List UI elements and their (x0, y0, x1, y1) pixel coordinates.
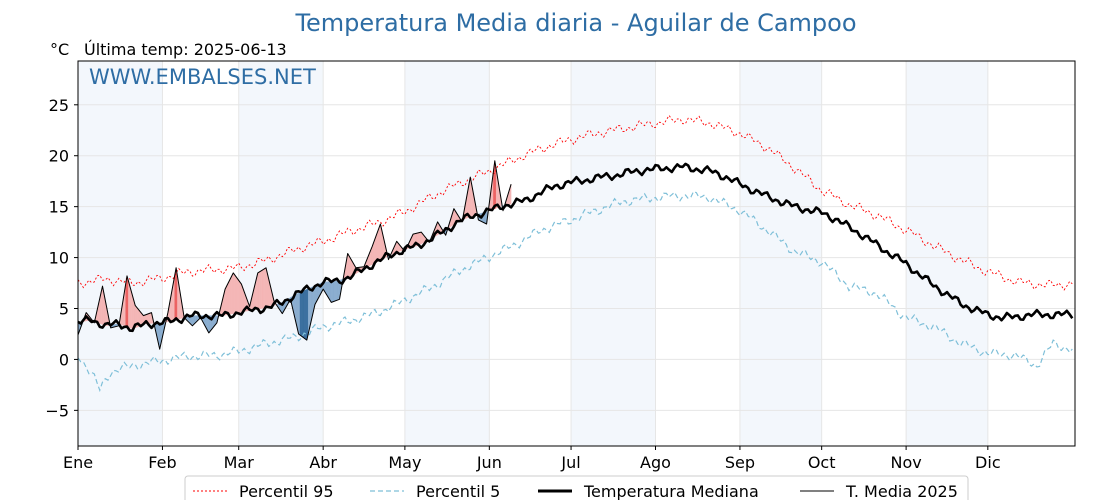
below-median-fill (336, 280, 339, 301)
month-band (906, 61, 988, 446)
above-median-fill (231, 272, 234, 315)
y-tick-label: 0 (59, 350, 69, 369)
y-tick-label: 25 (49, 96, 69, 115)
y-axis: −5 0 5 10 15 20 25 (45, 96, 78, 420)
x-tick-label: May (388, 453, 421, 472)
above-median-fill (261, 269, 264, 309)
above-median-fill (230, 275, 233, 315)
legend-label-year: T. Media 2025 (845, 482, 958, 500)
x-tick-label: Oct (808, 453, 836, 472)
series-line-2025 (77, 160, 512, 350)
above-median-fill (234, 274, 237, 314)
above-median-fill (126, 275, 129, 328)
above-median-fill (228, 278, 231, 315)
above-median-fill (237, 277, 239, 314)
below-median-fill (331, 281, 333, 303)
y-tick-label: 20 (49, 147, 69, 166)
above-median-fill (128, 280, 130, 329)
below-median-fill (305, 289, 308, 341)
grid-lines (77, 61, 1075, 446)
x-tick-label: Abr (309, 453, 337, 472)
month-band (78, 61, 163, 446)
month-band (739, 61, 822, 446)
month-band (404, 61, 490, 446)
y-tick-label: 15 (49, 198, 69, 217)
legend: Percentil 95 Percentil 5 Temperatura Med… (184, 475, 969, 500)
above-median-fill (148, 312, 151, 324)
legend-label-p95: Percentil 95 (239, 482, 334, 500)
below-median-fill (332, 280, 335, 303)
y-tick-label: 10 (49, 249, 69, 268)
series-line-p95 (77, 114, 1073, 291)
month-bands (78, 61, 988, 446)
above-median-fill (227, 280, 230, 315)
y-tick-label: −5 (45, 401, 69, 420)
x-tick-label: Dic (975, 453, 1001, 472)
x-tick-label: Jun (476, 453, 502, 472)
legend-label-p5: Percentil 5 (416, 482, 500, 500)
legend-label-median: Temperatura Mediana (583, 482, 759, 500)
legend-box (184, 475, 969, 500)
below-median-fill (303, 289, 306, 340)
above-median-fill (378, 223, 381, 262)
x-tick-label: Feb (148, 453, 176, 472)
above-median-fill (238, 279, 241, 313)
above-median-fill (258, 270, 261, 310)
watermark: WWW.EMBALSES.NET (89, 65, 316, 89)
below-median-fill (298, 292, 301, 336)
above-median-fill (235, 275, 238, 314)
series-line-median (77, 162, 1074, 333)
below-median-fill (306, 288, 309, 341)
below-median-fill (329, 281, 332, 304)
series-line-p5 (77, 190, 1073, 393)
below-median-fill (335, 280, 337, 302)
above-median-fill (239, 281, 242, 313)
y-tick-label: 5 (59, 300, 69, 319)
x-tick-label: Nov (890, 453, 921, 472)
below-median-fill (299, 291, 302, 337)
last-temp-label: Última temp: 2025-06-13 (84, 40, 287, 59)
unit-label: °C (50, 40, 69, 59)
month-band (238, 61, 324, 446)
x-tick-label: Sep (725, 453, 755, 472)
above-median-fill (149, 312, 152, 324)
below-median-fill (333, 280, 336, 302)
below-median-fill (302, 290, 305, 339)
x-tick-label: Ago (640, 453, 671, 472)
above-median-fill (348, 255, 351, 278)
above-median-fill (347, 252, 350, 279)
series-lines (77, 114, 1074, 393)
x-tick-label: Ene (63, 453, 93, 472)
above-median-fill (263, 268, 265, 309)
plot-frame (77, 60, 1076, 447)
above-median-fill (226, 283, 229, 316)
above-median-fill (129, 285, 132, 329)
above-median-fill (377, 227, 380, 262)
x-axis: Ene Feb Mar Abr May Jun Jul Ago Sep Oct Nov Dic (63, 446, 1001, 472)
above-median-fill (264, 267, 267, 309)
month-band (571, 61, 656, 446)
x-tick-label: Jul (560, 453, 580, 472)
below-median-fill (301, 290, 303, 338)
above-median-fill (233, 272, 235, 314)
above-median-fill (257, 271, 260, 310)
above-median-fill (419, 231, 422, 245)
above-median-fill (260, 269, 263, 309)
x-tick-label: Mar (224, 453, 255, 472)
chart-title: Temperatura Media diaria - Aguilar de Ca… (294, 9, 856, 37)
